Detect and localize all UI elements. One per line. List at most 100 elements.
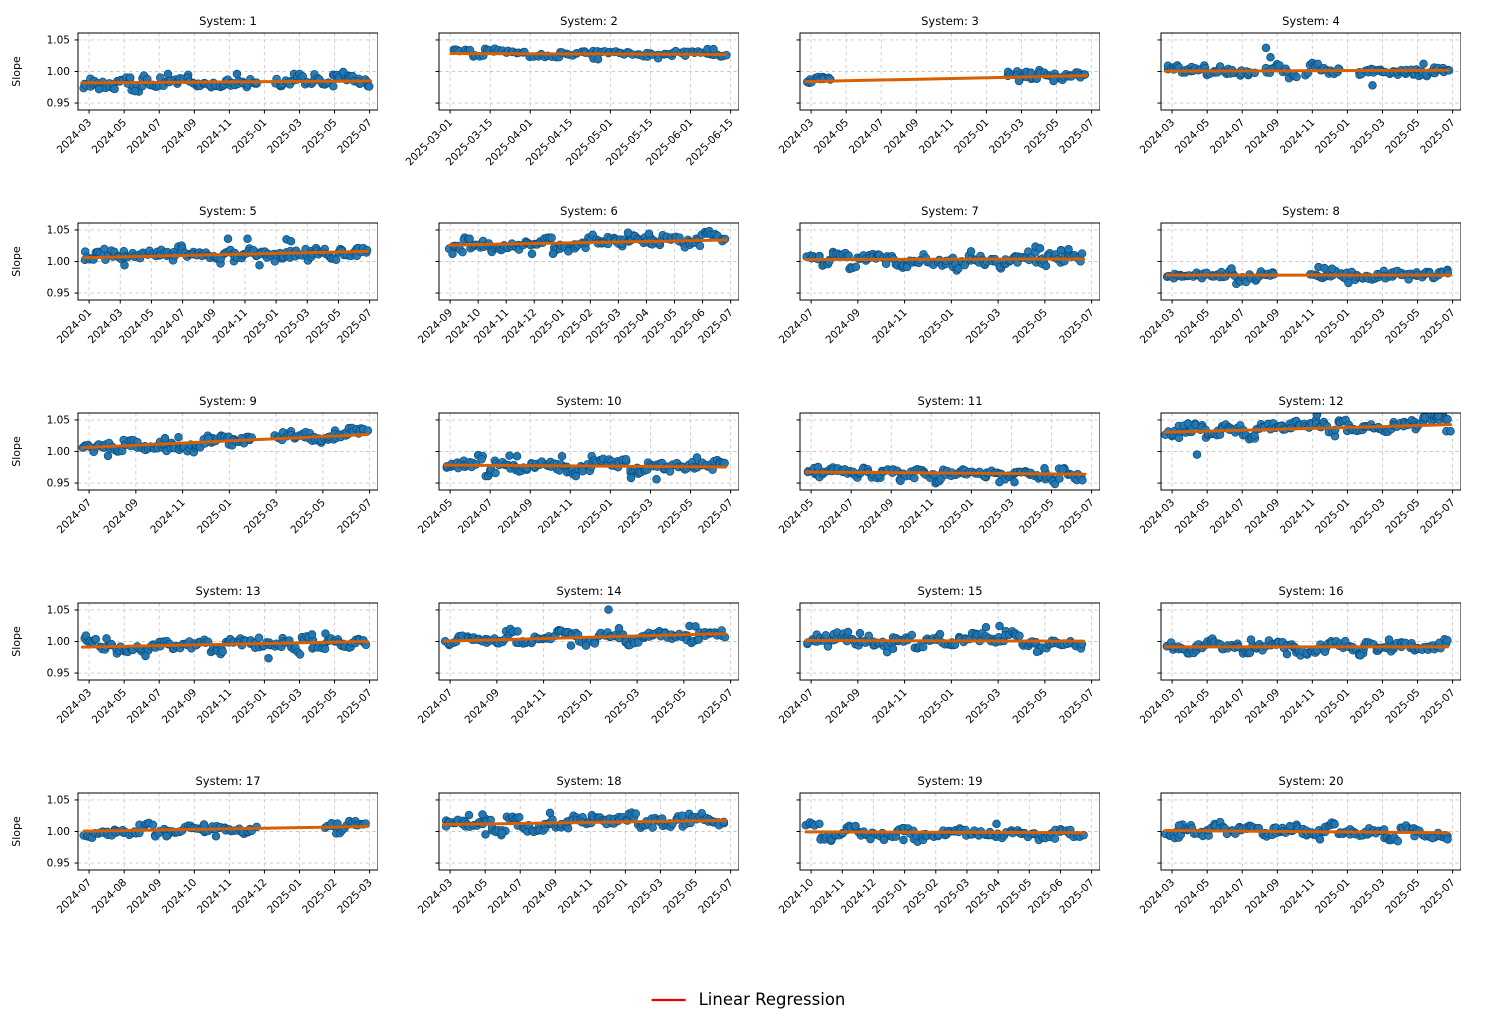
x-tick-label: 2025-01: [1313, 307, 1353, 347]
subplot-system-5: System: 52024-012024-032024-052024-07202…: [10, 204, 378, 346]
legend: Linear Regression: [651, 990, 845, 1009]
x-tick-label: 2025-03: [626, 877, 666, 917]
x-tick-label: 2025-01: [591, 877, 631, 917]
subplot-title: System: 7: [921, 204, 979, 218]
x-tick-label: 2025-01: [1313, 497, 1353, 537]
tick-marks: [1157, 799, 1454, 874]
y-axis-label: Slope: [10, 436, 23, 467]
y-tick-label: 1.00: [47, 256, 70, 268]
x-tick-label: 2025-03: [1348, 497, 1388, 537]
x-tick-label: 2024-05: [1173, 497, 1213, 537]
x-tick-label: 2024-11: [870, 307, 910, 347]
subplot-title: System: 2: [560, 14, 618, 28]
x-tick-label: 2024-05: [416, 497, 456, 537]
x-tick-label: 2025-01: [230, 687, 270, 727]
subplot-system-13: System: 132024-032024-052024-072024-0920…: [10, 584, 378, 727]
x-tick-label: 2024-08: [90, 877, 130, 917]
regression-line: [1164, 423, 1452, 434]
x-tick-label: 2024-07: [1208, 497, 1248, 537]
x-tick-label: 2024-03: [1138, 497, 1178, 537]
x-tick-label: 2024-07: [55, 877, 95, 917]
x-tick-label: 2025-05: [1383, 877, 1423, 917]
tick-marks: [435, 419, 732, 494]
x-tick-label: 2025-05: [661, 877, 701, 917]
gridlines: [78, 223, 378, 300]
x-tick-label: 2024-09: [125, 877, 165, 917]
gridlines: [1161, 603, 1461, 680]
x-tick-label: 2025-03: [977, 497, 1017, 537]
tick-marks: [74, 609, 371, 684]
gridlines: [78, 33, 378, 110]
tick-marks: [796, 229, 1093, 304]
regression-line: [448, 238, 727, 247]
y-tick-label: 1.05: [47, 224, 70, 236]
x-tick-label: 2025-07: [1418, 117, 1458, 157]
x-tick-label: 2025-05: [1383, 687, 1423, 727]
subplot-title: System: 20: [1278, 774, 1343, 788]
x-tick-label: 2024-07: [777, 687, 817, 727]
x-tick-label: 2024-11: [1278, 687, 1318, 727]
y-tick-label: 0.95: [47, 98, 70, 110]
regression-line: [442, 818, 727, 827]
x-tick-label: 2025-03: [242, 497, 282, 537]
y-tick-label: 0.95: [47, 288, 70, 300]
x-tick-label: 2024-11: [1278, 497, 1318, 537]
subplot-title: System: 15: [917, 584, 982, 598]
x-tick-label: 2025-05: [1010, 307, 1050, 347]
x-tick-label: 2024-07: [1208, 117, 1248, 157]
x-tick-label: 2024-03: [55, 117, 95, 157]
x-tick-label: 2024-09: [1243, 877, 1283, 917]
x-tick-label: 2024-11: [195, 687, 235, 727]
x-tick-label: 2024-03: [1138, 877, 1178, 917]
x-tick-label: 2025-03: [1348, 117, 1388, 157]
regression-line: [804, 74, 1088, 84]
subplot-title: System: 4: [1282, 14, 1340, 28]
x-tick-label: 2025-05: [649, 687, 689, 727]
regression-line: [804, 830, 1085, 835]
x-tick-label: 2024-11: [556, 877, 596, 917]
subplot-title: System: 11: [917, 394, 982, 408]
x-tick-label: 2024-09: [1243, 307, 1283, 347]
subplot-system-19: System: 192024-102024-112024-122025-0120…: [777, 774, 1100, 916]
subplot-system-17: System: 172024-072024-082024-092024-1020…: [10, 774, 378, 917]
x-tick-label: 2024-11: [870, 687, 910, 727]
tick-marks: [74, 799, 371, 874]
subplot-system-12: System: 122024-032024-052024-072024-0920…: [1138, 394, 1461, 537]
x-tick-label: 2024-03: [777, 117, 817, 157]
x-tick-label: 2024-07: [1208, 877, 1248, 917]
gridlines: [439, 413, 739, 490]
gridlines: [78, 793, 378, 870]
x-tick-label: 2025-03: [603, 687, 643, 727]
x-tick-label: 2025-01: [576, 497, 616, 537]
x-tick-label: 2025-07: [1418, 687, 1458, 727]
x-tick-label: 2024-09: [160, 117, 200, 157]
subplot-title: System: 8: [1282, 204, 1340, 218]
x-tick-label: 2025-03: [964, 307, 1004, 347]
gridlines: [439, 793, 739, 870]
x-tick-label: 2024-11: [148, 497, 188, 537]
regression-line: [804, 639, 1085, 643]
gridlines: [1161, 223, 1461, 300]
regression-line: [81, 432, 369, 450]
x-tick-label: 2024-09: [521, 877, 561, 917]
x-tick-label: 2024-03: [1138, 687, 1178, 727]
subplot-title: System: 3: [921, 14, 979, 28]
x-tick-label: 2025-05: [1022, 117, 1062, 157]
scatter-points: [1162, 634, 1452, 660]
x-tick-label: 2024-09: [823, 307, 863, 347]
x-tick-label: 2024-07: [777, 307, 817, 347]
x-tick-label: 2024-09: [462, 687, 502, 727]
tick-marks: [1157, 419, 1454, 494]
subplot-system-16: System: 162024-032024-052024-072024-0920…: [1138, 584, 1461, 727]
subplot-title: System: 10: [556, 394, 621, 408]
scatter-points: [803, 462, 1087, 489]
x-tick-label: 2024-11: [536, 497, 576, 537]
x-tick-label: 2024-05: [812, 117, 852, 157]
x-tick-label: 2024-12: [230, 877, 270, 917]
